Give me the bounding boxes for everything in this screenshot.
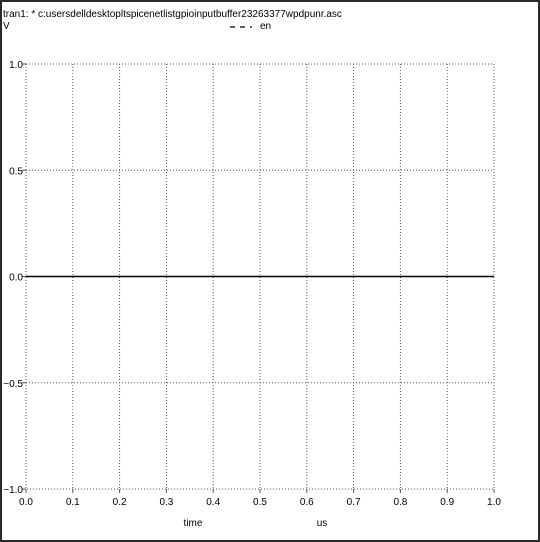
x-tick-label: 0.5	[253, 497, 267, 508]
y-tick-label: 1.0	[9, 60, 23, 71]
x-tick-label: 0.0	[19, 497, 33, 508]
x-tick-label: 0.8	[393, 497, 407, 508]
x-axis-label: time	[184, 518, 203, 529]
x-tick-label: 0.9	[440, 497, 454, 508]
x-tick-label: 0.7	[347, 497, 361, 508]
y-tick-label: −1.0	[3, 485, 23, 496]
x-axis-unit: us	[317, 518, 328, 529]
window-title: tran1: * c:usersdelldesktopltspicenetlis…	[3, 9, 342, 20]
y-axis-unit: V	[3, 21, 10, 32]
legend-dash-swatch	[230, 25, 252, 28]
x-tick-label: 0.3	[159, 497, 173, 508]
x-tick-label: 0.2	[113, 497, 127, 508]
x-tick-label: 1.0	[487, 497, 501, 508]
x-tick-label: 0.4	[206, 497, 220, 508]
x-tick-label: 0.6	[300, 497, 314, 508]
x-tick-label: 0.1	[66, 497, 80, 508]
y-tick-label: 0.0	[9, 273, 23, 284]
y-tick-label: 0.5	[9, 166, 23, 177]
legend-label-en[interactable]: en	[260, 21, 272, 32]
plot-area-border	[25, 63, 495, 490]
legend[interactable]: en	[230, 21, 271, 32]
y-tick-label: −0.5	[3, 379, 23, 390]
